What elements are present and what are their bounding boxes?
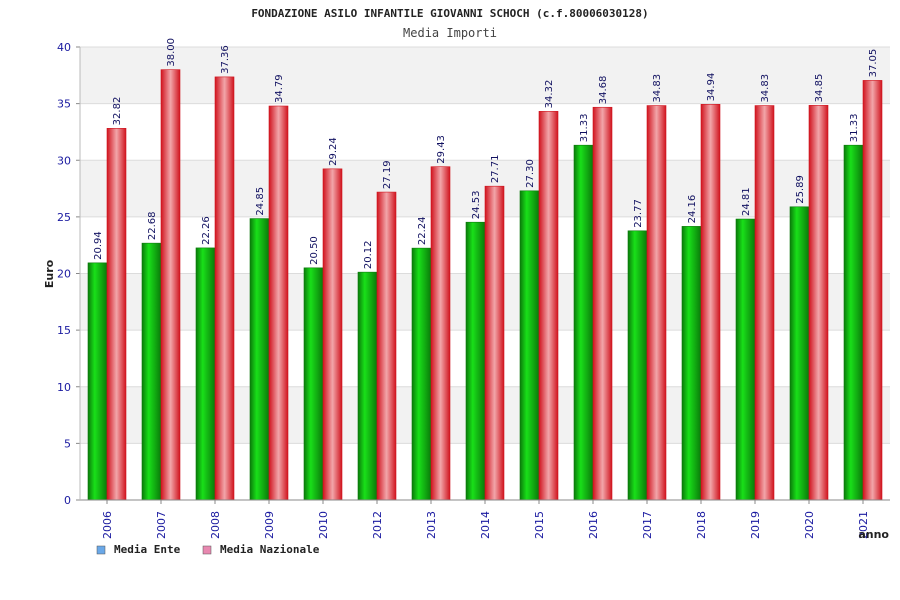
- y-tick-label-40: 40: [57, 41, 71, 54]
- data-label-ente-2018: 24.16: [687, 195, 698, 224]
- y-tick-label-35: 35: [57, 98, 71, 111]
- y-tick-label-10: 10: [57, 381, 71, 394]
- x-tick-label-2016: 2016: [587, 511, 600, 539]
- bar-ente-2006: [87, 262, 108, 501]
- bar-nazionale-2015: [538, 111, 559, 501]
- bar-nazionale-2008: [214, 76, 235, 501]
- data-label-nazionale-2021: 37.05: [868, 49, 879, 78]
- data-label-ente-2019: 24.81: [741, 187, 752, 216]
- legend-label-media-ente: Media Ente: [114, 543, 181, 556]
- legend-label-media-nazionale: Media Nazionale: [220, 543, 320, 556]
- bar-ente-2018: [681, 226, 702, 501]
- bar-ente-2008: [195, 247, 216, 501]
- bar-nazionale-2007: [160, 69, 181, 501]
- chart-title: FONDAZIONE ASILO INFANTILE GIOVANNI SCHO…: [251, 7, 648, 20]
- x-tick-label-2013: 2013: [425, 511, 438, 539]
- bar-nazionale-2010: [322, 168, 343, 501]
- data-labels: 20.94 32.82 22.68 38.00 22.26 37.36 24.85 34.79…: [93, 38, 879, 269]
- data-label-nazionale-2017: 34.83: [652, 74, 663, 103]
- data-label-ente-2008: 22.26: [201, 216, 212, 245]
- data-label-nazionale-2014: 27.71: [490, 155, 501, 184]
- y-axis-ticks: 0 5 10 15 20 25 30 35 40: [57, 41, 80, 507]
- y-tick-label-0: 0: [64, 494, 71, 507]
- x-tick-label-2015: 2015: [533, 511, 546, 539]
- x-tick-label-2008: 2008: [209, 511, 222, 539]
- data-label-nazionale-2009: 34.79: [274, 74, 285, 103]
- data-label-nazionale-2019: 34.83: [760, 74, 771, 103]
- chart-subtitle: Media Importi: [403, 26, 497, 40]
- bar-ente-2012: [357, 271, 378, 501]
- x-tick-label-2018: 2018: [695, 511, 708, 539]
- bar-nazionale-2017: [646, 105, 667, 501]
- x-tick-label-2007: 2007: [155, 511, 168, 539]
- data-label-nazionale-2012: 27.19: [382, 160, 393, 189]
- y-tick-label-30: 30: [57, 154, 71, 167]
- x-tick-label-2020: 2020: [803, 511, 816, 539]
- bar-nazionale-2012: [376, 191, 397, 501]
- data-label-nazionale-2010: 29.24: [328, 137, 339, 166]
- data-label-ente-2007: 22.68: [147, 212, 158, 241]
- bar-nazionale-2018: [700, 104, 721, 501]
- data-label-nazionale-2016: 34.68: [598, 76, 609, 105]
- data-label-nazionale-2008: 37.36: [220, 45, 231, 74]
- data-label-ente-2009: 24.85: [255, 187, 266, 216]
- x-tick-label-2009: 2009: [263, 511, 276, 539]
- data-label-ente-2010: 20.50: [309, 236, 320, 265]
- data-label-ente-2020: 25.89: [795, 175, 806, 204]
- data-label-ente-2021: 31.33: [849, 114, 860, 143]
- bar-nazionale-2021: [862, 80, 883, 501]
- bar-ente-2009: [249, 218, 270, 501]
- legend: Media Ente Media Nazionale: [96, 543, 320, 556]
- bar-nazionale-2006: [106, 128, 127, 501]
- data-label-ente-2017: 23.77: [633, 199, 644, 228]
- data-label-ente-2016: 31.33: [579, 114, 590, 143]
- x-tick-label-2014: 2014: [479, 511, 492, 539]
- bar-ente-2015: [519, 190, 540, 501]
- x-axis-ticks: 2006 2007 2008 2009 2010 2012 2013 2014 2015 2016…: [101, 500, 870, 539]
- data-label-nazionale-2020: 34.85: [814, 74, 825, 103]
- data-label-nazionale-2015: 34.32: [544, 80, 555, 109]
- legend-swatch-media-ente: [96, 545, 106, 555]
- x-axis-label: anno: [858, 528, 889, 541]
- y-tick-label-5: 5: [64, 437, 71, 450]
- y-tick-label-15: 15: [57, 324, 71, 337]
- y-tick-label-20: 20: [57, 268, 71, 281]
- data-label-ente-2014: 24.53: [471, 191, 482, 220]
- x-tick-label-2021: 2021: [857, 511, 870, 539]
- bar-ente-2010: [303, 267, 324, 501]
- bar-nazionale-2013: [430, 166, 451, 501]
- bar-ente-2020: [789, 206, 810, 501]
- bar-ente-2019: [735, 218, 756, 501]
- data-label-ente-2012: 20.12: [363, 241, 374, 270]
- bar-ente-2017: [627, 230, 648, 501]
- x-tick-label-2012: 2012: [371, 511, 384, 539]
- data-label-nazionale-2006: 32.82: [112, 97, 123, 126]
- x-tick-label-2017: 2017: [641, 511, 654, 539]
- data-label-ente-2015: 27.30: [525, 159, 536, 188]
- bar-ente-2013: [411, 247, 432, 501]
- bar-nazionale-2020: [808, 105, 829, 501]
- bar-ente-2014: [465, 221, 486, 501]
- bar-nazionale-2009: [268, 105, 289, 501]
- x-tick-label-2019: 2019: [749, 511, 762, 539]
- x-tick-label-2010: 2010: [317, 511, 330, 539]
- bar-nazionale-2014: [484, 185, 505, 501]
- x-tick-label-2006: 2006: [101, 511, 114, 539]
- y-tick-label-25: 25: [57, 211, 71, 224]
- bar-ente-2007: [141, 242, 162, 501]
- bar-ente-2021: [843, 144, 864, 501]
- bar-nazionale-2019: [754, 105, 775, 501]
- bar-ente-2016: [573, 144, 594, 501]
- data-label-nazionale-2007: 38.00: [166, 38, 177, 67]
- data-label-ente-2006: 20.94: [93, 231, 104, 260]
- bars: [87, 69, 883, 501]
- bar-nazionale-2016: [592, 106, 613, 501]
- y-axis-label: Euro: [43, 259, 56, 288]
- data-label-ente-2013: 22.24: [417, 216, 428, 245]
- data-label-nazionale-2013: 29.43: [436, 135, 447, 164]
- legend-swatch-media-nazionale: [202, 545, 212, 555]
- data-label-nazionale-2018: 34.94: [706, 73, 717, 102]
